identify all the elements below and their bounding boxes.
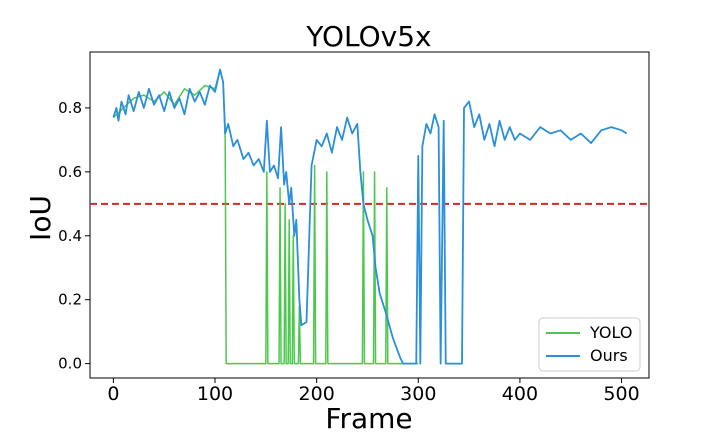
legend-label-yolo: YOLO xyxy=(589,323,632,342)
y-tick-label: 0.6 xyxy=(58,163,82,181)
series-layer xyxy=(112,68,628,365)
legend-box xyxy=(538,317,641,372)
y-tick-label: 0.8 xyxy=(58,99,82,117)
chart-title: YOLOv5x xyxy=(305,20,431,53)
legend: YOLO Ours xyxy=(538,317,641,372)
x-tick-label: 200 xyxy=(299,383,335,405)
x-tick-label: 100 xyxy=(197,383,233,405)
x-tick-label: 500 xyxy=(603,383,639,405)
x-tick-label: 0 xyxy=(107,383,119,405)
x-axis-label: Frame xyxy=(325,402,412,432)
plot-area-frame xyxy=(89,51,650,379)
x-tick-label: 400 xyxy=(502,383,538,405)
x-tick-label: 300 xyxy=(400,383,436,405)
series-line-ours xyxy=(112,68,628,365)
y-axis-label: IoU xyxy=(24,195,57,241)
x-axis-ticks: 0 100 200 300 400 500 xyxy=(107,378,640,405)
y-tick-label: 0.2 xyxy=(58,291,82,309)
y-tick-label: 0.0 xyxy=(58,355,82,373)
series-line-yolo xyxy=(112,68,419,365)
legend-label-ours: Ours xyxy=(590,346,628,365)
y-axis-ticks: 0.0 0.2 0.4 0.6 0.8 xyxy=(58,99,90,373)
y-tick-label: 0.4 xyxy=(58,227,82,245)
